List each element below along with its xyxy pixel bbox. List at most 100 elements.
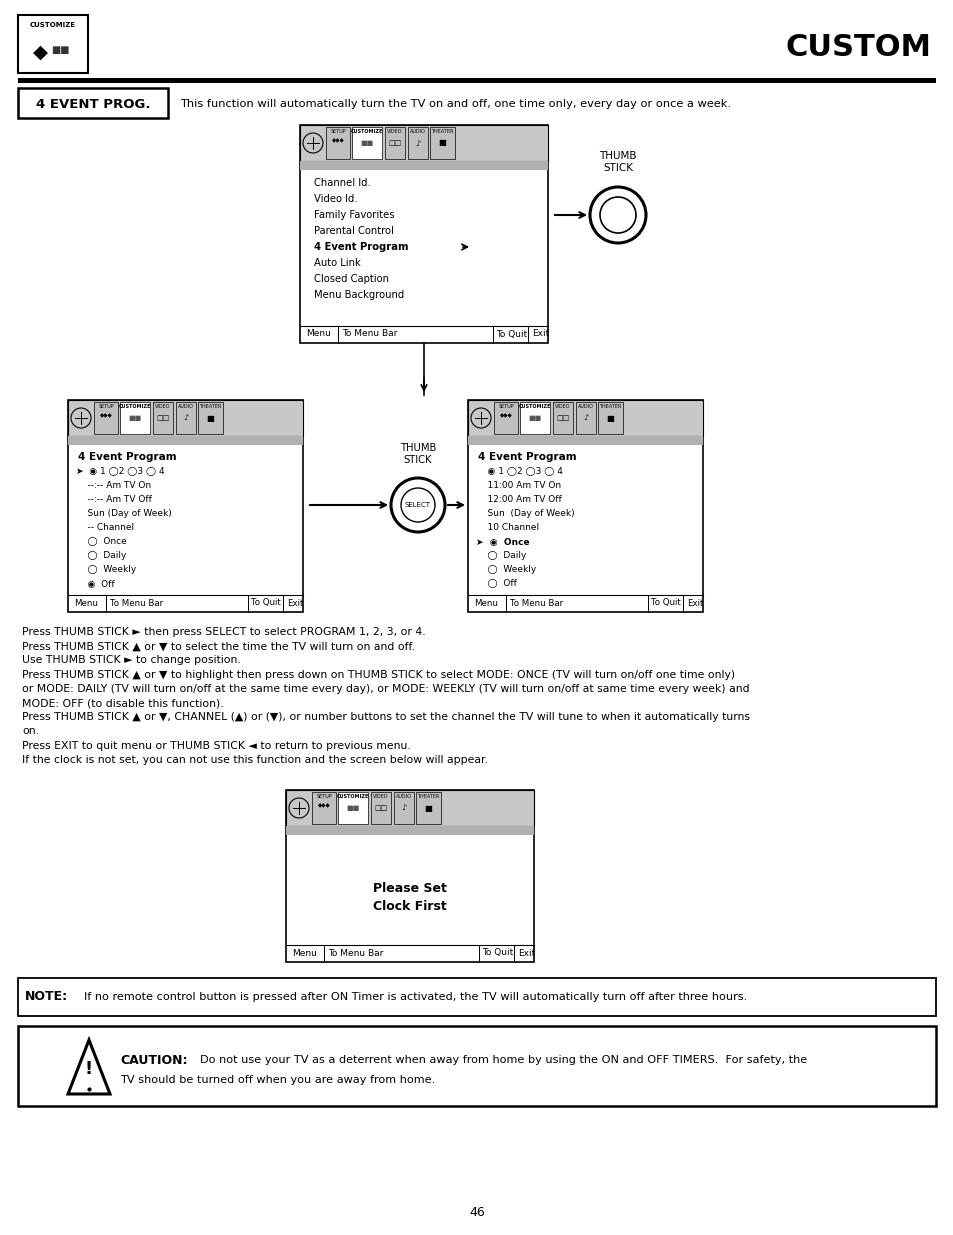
Text: If no remote control button is pressed after ON Timer is activated, the TV will : If no remote control button is pressed a… — [84, 992, 746, 1002]
Text: 12:00 Am TV Off: 12:00 Am TV Off — [476, 495, 561, 505]
Bar — [120, 403, 150, 433]
Bar — [326, 127, 350, 159]
Text: To Quit: To Quit — [650, 599, 680, 608]
Bar — [18, 78, 935, 83]
Text: 10 Channel: 10 Channel — [476, 524, 538, 532]
Text: Closed Caption: Closed Caption — [314, 274, 389, 284]
Text: ■: ■ — [206, 414, 213, 422]
Text: □□: □□ — [156, 415, 170, 421]
Text: 4 EVENT PROG.: 4 EVENT PROG. — [35, 98, 150, 110]
Text: □□: □□ — [388, 140, 401, 146]
Text: Channel Id.: Channel Id. — [314, 178, 371, 188]
Text: CUSTOM: CUSTOM — [785, 33, 931, 63]
Text: Menu: Menu — [306, 330, 331, 338]
Text: THUMB
STICK: THUMB STICK — [399, 442, 436, 466]
Text: Exit: Exit — [532, 330, 549, 338]
Bar — [18, 978, 935, 1016]
Text: Auto Link: Auto Link — [314, 258, 360, 268]
Bar — [468, 400, 702, 613]
Text: CUSTOMIZE: CUSTOMIZE — [336, 794, 369, 799]
Text: ◯  Weekly: ◯ Weekly — [76, 566, 136, 574]
Text: Menu: Menu — [292, 948, 316, 957]
Circle shape — [589, 186, 645, 243]
Text: ♪: ♪ — [183, 414, 189, 422]
Bar — [371, 792, 391, 824]
Circle shape — [71, 408, 91, 429]
Text: CUSTOMIZE: CUSTOMIZE — [30, 22, 76, 28]
Text: Exit: Exit — [287, 599, 303, 608]
Text: Exit: Exit — [686, 599, 702, 608]
Text: ■: ■ — [424, 804, 432, 813]
Text: SETUP: SETUP — [330, 128, 345, 135]
Bar — [198, 403, 223, 433]
Text: 11:00 Am TV On: 11:00 Am TV On — [476, 482, 560, 490]
Circle shape — [599, 198, 636, 233]
Bar — [337, 792, 368, 824]
Text: TV should be turned off when you are away from home.: TV should be turned off when you are awa… — [120, 1074, 435, 1086]
Bar — [18, 88, 168, 119]
Bar — [385, 127, 405, 159]
Text: To Menu Bar: To Menu Bar — [510, 599, 562, 608]
Text: Press THUMB STICK ▲ or ▼ to highlight then press down on THUMB STICK to select M: Press THUMB STICK ▲ or ▼ to highlight th… — [22, 669, 735, 679]
Text: ■■: ■■ — [360, 140, 374, 146]
Text: To Quit: To Quit — [496, 330, 527, 338]
Bar — [18, 1026, 935, 1107]
Text: ◆◆◆: ◆◆◆ — [317, 804, 330, 809]
Text: □□: □□ — [556, 415, 569, 421]
Text: THEATER: THEATER — [416, 794, 438, 799]
Text: CAUTION:: CAUTION: — [120, 1053, 188, 1067]
Text: VIDEO: VIDEO — [155, 404, 171, 409]
Text: AUDIO: AUDIO — [395, 794, 412, 799]
Text: ◆: ◆ — [32, 42, 48, 62]
Text: Sun  (Day of Week): Sun (Day of Week) — [476, 510, 574, 519]
Text: ♪: ♪ — [415, 138, 420, 147]
Text: ■■: ■■ — [129, 415, 141, 421]
Bar — [299, 125, 547, 161]
Text: 4 Event Program: 4 Event Program — [78, 452, 176, 462]
Text: Parental Control: Parental Control — [314, 226, 394, 236]
Text: ◯  Daily: ◯ Daily — [476, 552, 526, 561]
Circle shape — [471, 408, 491, 429]
Text: ♪: ♪ — [401, 804, 406, 813]
Text: ◆◆◆: ◆◆◆ — [499, 414, 512, 419]
Text: Menu: Menu — [74, 599, 98, 608]
Text: NOTE:: NOTE: — [25, 990, 68, 1004]
Text: -- Channel: -- Channel — [76, 524, 134, 532]
Text: Exit: Exit — [517, 948, 535, 957]
Bar — [468, 436, 702, 445]
Text: ♪: ♪ — [582, 414, 588, 422]
Text: Press THUMB STICK ▲ or ▼ to select the time the TV will turn on and off.: Press THUMB STICK ▲ or ▼ to select the t… — [22, 641, 415, 651]
Text: SELECT: SELECT — [405, 501, 431, 508]
Bar — [430, 127, 455, 159]
Text: ◆◆◆: ◆◆◆ — [99, 414, 112, 419]
Text: This function will automatically turn the TV on and off, one time only, every da: This function will automatically turn th… — [180, 99, 730, 109]
Text: □□: □□ — [374, 805, 387, 811]
Text: AUDIO: AUDIO — [578, 404, 594, 409]
Text: If the clock is not set, you can not use this function and the screen below will: If the clock is not set, you can not use… — [22, 755, 487, 764]
Text: Use THUMB STICK ► to change position.: Use THUMB STICK ► to change position. — [22, 656, 240, 666]
Bar — [286, 826, 534, 835]
Text: THEATER: THEATER — [198, 404, 221, 409]
Text: To Quit: To Quit — [481, 948, 513, 957]
Text: To Menu Bar: To Menu Bar — [328, 948, 383, 957]
Text: 4 Event Program: 4 Event Program — [314, 242, 408, 252]
Text: !: ! — [85, 1060, 93, 1078]
Text: Press THUMB STICK ▲ or ▼, CHANNEL (▲) or (▼), or number buttons to set the chann: Press THUMB STICK ▲ or ▼, CHANNEL (▲) or… — [22, 713, 749, 722]
Bar — [519, 403, 550, 433]
Text: Do not use your TV as a deterrent when away from home by using the ON and OFF TI: Do not use your TV as a deterrent when a… — [200, 1055, 806, 1065]
Bar — [598, 403, 622, 433]
Text: ◆◆◆: ◆◆◆ — [332, 138, 344, 143]
Text: --:-- Am TV On: --:-- Am TV On — [76, 482, 151, 490]
Text: Video Id.: Video Id. — [314, 194, 357, 204]
Text: ➤  ◉ 1 ◯2 ◯3 ◯ 4: ➤ ◉ 1 ◯2 ◯3 ◯ 4 — [76, 468, 165, 477]
Text: Press THUMB STICK ► then press SELECT to select PROGRAM 1, 2, 3, or 4.: Press THUMB STICK ► then press SELECT to… — [22, 627, 425, 637]
Bar — [299, 125, 547, 343]
Text: ◉  Off: ◉ Off — [76, 579, 114, 589]
Text: ◯  Daily: ◯ Daily — [76, 552, 126, 561]
Text: SETUP: SETUP — [98, 404, 113, 409]
Bar — [576, 403, 596, 433]
Text: ◯  Once: ◯ Once — [76, 537, 127, 547]
Bar — [468, 400, 702, 436]
Circle shape — [303, 133, 323, 153]
Bar — [152, 403, 172, 433]
